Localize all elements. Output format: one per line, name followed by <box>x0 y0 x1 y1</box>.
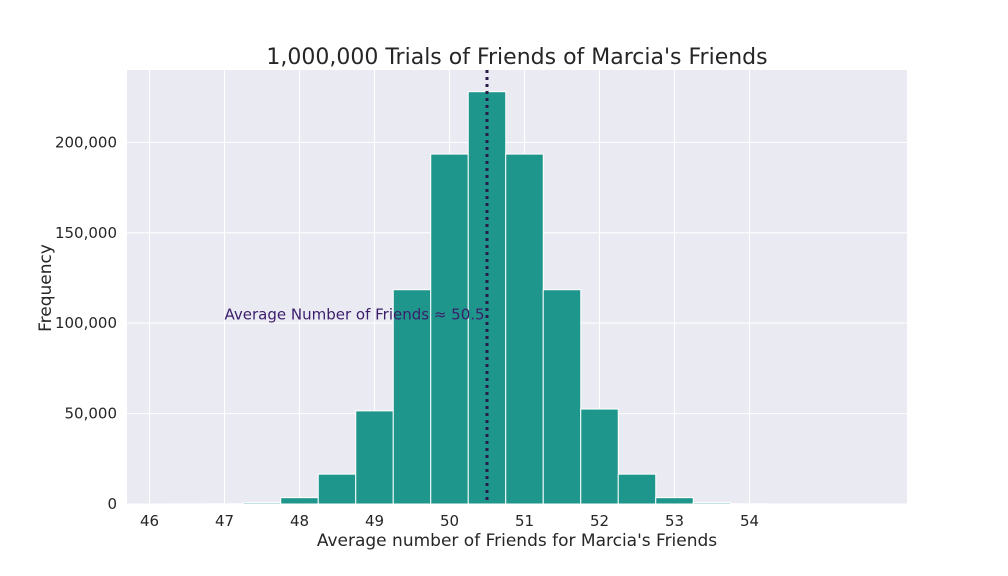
x-tick-label: 51 <box>515 512 534 530</box>
histogram-bar <box>542 289 582 505</box>
y-axis-label: Frequency <box>36 244 56 332</box>
histogram-bars <box>167 91 769 505</box>
x-tick-label: 53 <box>665 512 684 530</box>
x-tick-label: 46 <box>140 512 159 530</box>
histogram-bar <box>655 497 694 505</box>
histogram-bar <box>580 408 619 505</box>
x-tick-label: 54 <box>740 512 759 530</box>
x-axis-ticks: 46 47 48 49 50 51 52 53 54 <box>140 512 759 530</box>
histogram-bar <box>280 497 319 505</box>
y-tick-label: 200,000 <box>55 133 117 151</box>
y-tick-label: 0 <box>107 495 117 513</box>
y-axis-ticks: 0 50,000 100,000 150,000 200,000 <box>55 133 117 513</box>
chart-title: 1,000,000 Trials of Friends of Marcia's … <box>266 45 767 70</box>
histogram-bar <box>617 473 657 505</box>
histogram-bar <box>692 502 732 505</box>
mean-annotation: Average Number of Friends ≈ 50.5 <box>225 306 485 324</box>
x-tick-label: 52 <box>590 512 609 530</box>
histogram-bar <box>355 410 394 505</box>
x-tick-label: 47 <box>215 512 234 530</box>
y-tick-label: 150,000 <box>55 224 117 242</box>
histogram-bar <box>430 153 469 505</box>
histogram-bar <box>505 153 544 505</box>
x-tick-label: 50 <box>440 512 459 530</box>
x-tick-label: 48 <box>290 512 309 530</box>
histogram-bar <box>317 473 357 505</box>
histogram-bar <box>242 502 282 505</box>
x-tick-label: 49 <box>365 512 384 530</box>
y-tick-label: 50,000 <box>65 405 118 423</box>
histogram-bar <box>392 289 432 505</box>
y-tick-label: 100,000 <box>55 314 117 332</box>
x-axis-label: Average number of Friends for Marcia's F… <box>317 531 717 551</box>
